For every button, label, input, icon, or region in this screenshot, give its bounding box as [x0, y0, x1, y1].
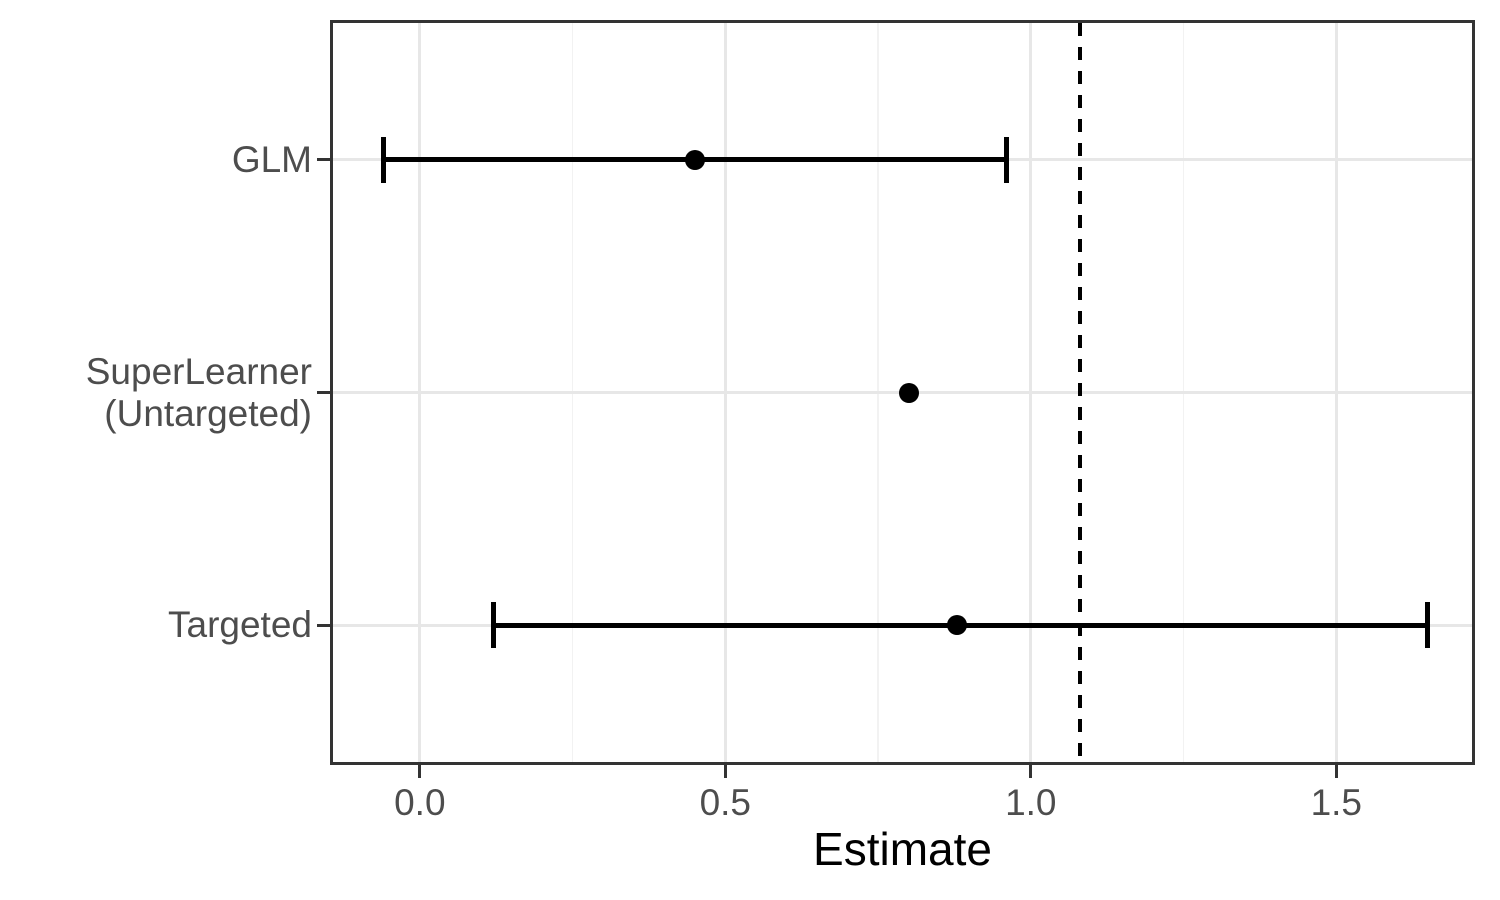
y-axis-label: SuperLearner (Untargeted)	[0, 351, 312, 435]
y-axis-label: Targeted	[0, 604, 312, 646]
x-tick	[723, 765, 727, 778]
x-axis-title: Estimate	[813, 823, 992, 875]
y-tick	[317, 623, 330, 627]
error-bar-cap	[380, 136, 386, 183]
error-bar-cap	[1003, 136, 1009, 183]
reference-line	[1077, 23, 1082, 762]
x-tick-label: 0.0	[394, 782, 446, 823]
x-tick-label: 1.5	[1310, 782, 1363, 823]
y-axis-label-line: SuperLearner	[85, 350, 312, 392]
y-tick	[317, 158, 330, 162]
y-axis-label-line: (Untargeted)	[104, 392, 312, 434]
x-tick-label: 0.5	[699, 782, 752, 823]
y-axis-label-line: GLM	[231, 138, 312, 180]
x-tick	[1334, 765, 1338, 778]
y-axis-label-line: Targeted	[168, 604, 312, 646]
x-tick-label: 1.0	[1005, 782, 1057, 823]
y-axis-label: GLM	[0, 139, 312, 181]
y-tick	[317, 391, 330, 394]
x-tick	[1029, 765, 1033, 778]
error-bar-cap	[1425, 602, 1431, 649]
data-point	[898, 382, 919, 403]
x-tick	[418, 765, 422, 778]
data-point	[947, 615, 968, 636]
error-bar-cap	[490, 602, 496, 649]
data-point	[684, 149, 705, 170]
